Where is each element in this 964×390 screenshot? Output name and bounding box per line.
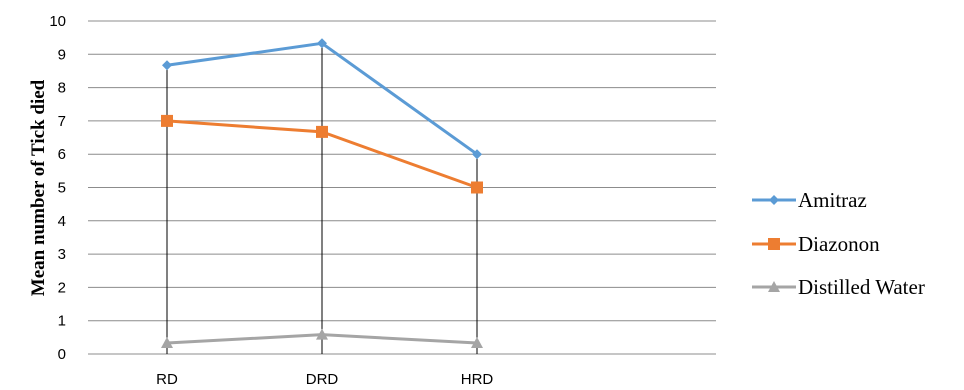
legend: Amitraz Diazonon Distilled Water xyxy=(752,188,925,299)
data-point xyxy=(316,125,328,138)
data-point xyxy=(162,60,172,71)
grid-lines xyxy=(88,20,716,355)
y-tick-label: 7 xyxy=(58,113,66,130)
y-tick-label: 0 xyxy=(58,346,66,363)
y-tick-label: 9 xyxy=(58,46,66,63)
x-tick-label: DRD xyxy=(306,371,339,388)
data-point xyxy=(471,181,483,194)
legend-marker xyxy=(768,238,780,250)
x-tick-label: HRD xyxy=(461,371,494,388)
y-axis-label: Mean number of Tick died xyxy=(28,79,49,296)
drop-lines xyxy=(166,43,478,354)
data-point xyxy=(471,337,483,349)
series-amitraz xyxy=(162,38,482,160)
legend-item: Amitraz xyxy=(752,188,867,212)
legend-item: Diazonon xyxy=(752,232,880,256)
data-point xyxy=(161,337,173,349)
x-tick-label: RD xyxy=(156,371,178,388)
y-tick-label: 10 xyxy=(49,13,66,30)
data-point xyxy=(161,114,173,127)
series-distilled-water xyxy=(161,328,483,349)
y-tick-label: 3 xyxy=(58,246,66,263)
legend-label: Amitraz xyxy=(798,188,867,212)
legend-marker xyxy=(769,195,779,205)
series-diazonon xyxy=(161,114,483,194)
legend-label: Distilled Water xyxy=(798,275,925,299)
data-point xyxy=(316,328,328,340)
data-point xyxy=(472,149,482,160)
data-point xyxy=(317,38,327,49)
y-tick-label: 5 xyxy=(58,180,66,197)
y-tick-labels: 0 1 2 3 4 5 6 7 8 9 10 xyxy=(49,13,66,363)
y-tick-label: 6 xyxy=(58,146,66,163)
y-tick-label: 2 xyxy=(58,279,66,296)
legend-label: Diazonon xyxy=(798,232,880,256)
y-tick-label: 8 xyxy=(58,80,66,97)
y-tick-label: 4 xyxy=(58,213,66,230)
series-group xyxy=(161,38,483,349)
legend-marker xyxy=(768,281,780,292)
y-tick-label: 1 xyxy=(58,313,66,330)
x-tick-labels: RD DRD HRD xyxy=(156,371,493,388)
legend-item: Distilled Water xyxy=(752,275,925,299)
